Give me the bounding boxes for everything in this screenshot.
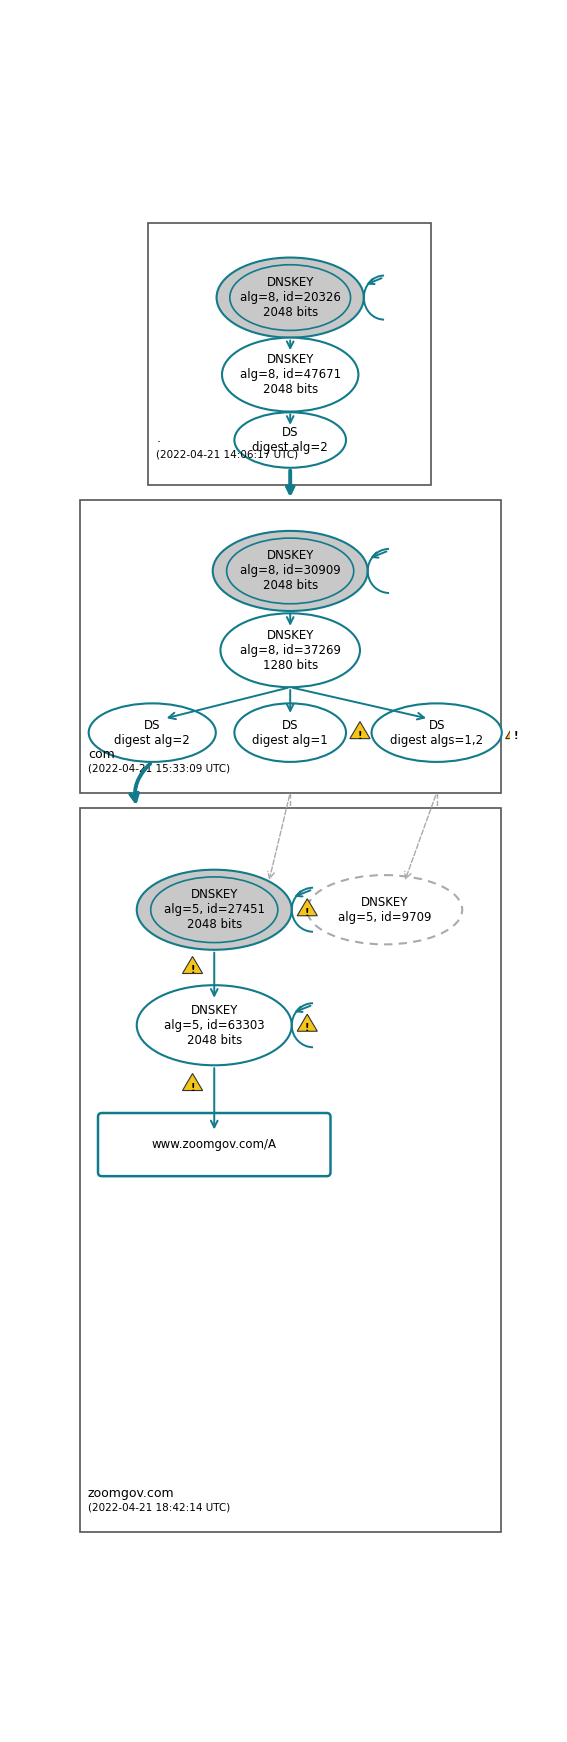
FancyBboxPatch shape	[80, 808, 501, 1531]
Text: (2022-04-21 14:06:17 UTC): (2022-04-21 14:06:17 UTC)	[156, 449, 298, 460]
Text: !: !	[305, 908, 310, 918]
Text: DS
digest algs=1,2: DS digest algs=1,2	[390, 719, 483, 747]
Text: zoomgov.com: zoomgov.com	[88, 1488, 175, 1500]
Polygon shape	[183, 956, 202, 974]
Ellipse shape	[221, 613, 360, 686]
Text: !: !	[191, 1082, 195, 1092]
Text: DNSKEY
alg=8, id=37269
1280 bits: DNSKEY alg=8, id=37269 1280 bits	[240, 629, 341, 672]
Polygon shape	[506, 721, 526, 739]
Ellipse shape	[307, 874, 462, 944]
Text: DNSKEY
alg=5, id=63303
2048 bits: DNSKEY alg=5, id=63303 2048 bits	[164, 1003, 265, 1047]
Text: DNSKEY
alg=8, id=30909
2048 bits: DNSKEY alg=8, id=30909 2048 bits	[240, 549, 341, 592]
Text: .: .	[156, 432, 160, 446]
Polygon shape	[297, 1014, 318, 1031]
Polygon shape	[183, 1073, 202, 1090]
Text: (2022-04-21 15:33:09 UTC): (2022-04-21 15:33:09 UTC)	[88, 763, 230, 773]
Ellipse shape	[222, 338, 358, 411]
Ellipse shape	[88, 704, 216, 761]
Text: (2022-04-21 18:42:14 UTC): (2022-04-21 18:42:14 UTC)	[88, 1502, 230, 1512]
Ellipse shape	[137, 869, 292, 949]
Text: DNSKEY
alg=8, id=47671
2048 bits: DNSKEY alg=8, id=47671 2048 bits	[240, 354, 341, 395]
Text: !: !	[358, 730, 362, 740]
Text: DS
digest alg=2: DS digest alg=2	[252, 427, 328, 455]
FancyBboxPatch shape	[149, 223, 431, 484]
Polygon shape	[350, 721, 370, 739]
Text: !: !	[305, 1023, 310, 1033]
FancyBboxPatch shape	[98, 1113, 331, 1176]
Text: www.zoomgov.com/A: www.zoomgov.com/A	[152, 1138, 277, 1151]
Text: DNSKEY
alg=5, id=9709: DNSKEY alg=5, id=9709	[338, 895, 431, 923]
Text: DS
digest alg=1: DS digest alg=1	[252, 719, 328, 747]
Text: DNSKEY
alg=8, id=20326
2048 bits: DNSKEY alg=8, id=20326 2048 bits	[240, 275, 341, 319]
FancyBboxPatch shape	[80, 500, 501, 793]
Ellipse shape	[137, 986, 292, 1066]
Text: DS
digest alg=2: DS digest alg=2	[115, 719, 190, 747]
Text: com: com	[88, 747, 115, 761]
Ellipse shape	[213, 531, 368, 611]
Text: !: !	[191, 965, 195, 976]
Text: !: !	[514, 730, 518, 740]
Polygon shape	[297, 899, 318, 916]
Ellipse shape	[234, 413, 346, 469]
Ellipse shape	[217, 258, 364, 338]
Ellipse shape	[234, 704, 346, 761]
Text: DNSKEY
alg=5, id=27451
2048 bits: DNSKEY alg=5, id=27451 2048 bits	[164, 888, 265, 932]
Ellipse shape	[371, 704, 502, 761]
